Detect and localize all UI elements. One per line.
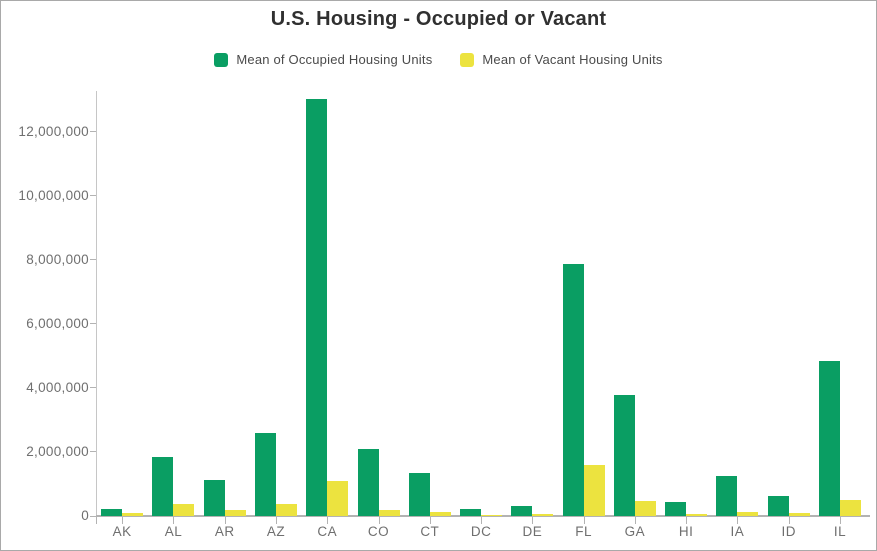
x-axis-label-de: DE xyxy=(522,524,543,539)
x-axis-tick xyxy=(481,517,483,524)
legend-label-occupied: Mean of Occupied Housing Units xyxy=(236,52,433,67)
bar-vacant-hi[interactable] xyxy=(686,513,708,516)
vacant-swatch-icon xyxy=(460,52,475,67)
bar-vacant-de[interactable] xyxy=(532,514,554,516)
x-axis-label-az: AZ xyxy=(266,524,286,539)
bar-vacant-ca[interactable] xyxy=(327,481,349,516)
x-axis-label-ga: GA xyxy=(624,524,646,539)
x-axis-origin-tick xyxy=(96,517,97,524)
x-axis-tick xyxy=(634,517,636,524)
y-axis-line xyxy=(96,91,97,524)
bar-vacant-il[interactable] xyxy=(839,500,861,516)
bar-occupied-dc[interactable] xyxy=(460,508,482,516)
bar-vacant-fl[interactable] xyxy=(583,465,605,516)
x-axis-label-co: CO xyxy=(367,524,390,539)
y-axis-tick xyxy=(90,323,96,325)
bar-occupied-ar[interactable] xyxy=(203,480,225,516)
bar-occupied-ca[interactable] xyxy=(306,99,328,516)
x-axis-tick xyxy=(839,517,841,524)
bar-occupied-de[interactable] xyxy=(511,505,533,516)
bar-vacant-co[interactable] xyxy=(378,509,400,516)
bar-occupied-ak[interactable] xyxy=(101,508,123,516)
bar-vacant-ct[interactable] xyxy=(429,512,451,516)
legend-item-occupied[interactable]: Mean of Occupied Housing Units xyxy=(214,52,432,67)
bar-occupied-ct[interactable] xyxy=(408,472,430,516)
bar-occupied-hi[interactable] xyxy=(665,502,687,516)
x-axis-tick xyxy=(788,517,790,524)
x-axis-label-dc: DC xyxy=(470,524,492,539)
y-axis-tick xyxy=(90,515,96,517)
x-axis-label-al: AL xyxy=(164,524,183,539)
bar-vacant-ga[interactable] xyxy=(634,500,656,516)
y-axis-tick xyxy=(90,387,96,389)
x-axis-tick xyxy=(327,517,329,524)
x-axis-label-fl: FL xyxy=(575,524,592,539)
x-axis-label-il: IL xyxy=(833,524,847,539)
y-axis-tick-label: 12,000,000 xyxy=(18,123,89,139)
bar-occupied-fl[interactable] xyxy=(562,264,584,516)
x-axis-label-ia: IA xyxy=(730,524,745,539)
y-axis-tick-label: 2,000,000 xyxy=(26,443,89,459)
x-axis-label-ak: AK xyxy=(112,524,132,539)
bar-vacant-al[interactable] xyxy=(173,504,195,516)
x-axis-tick xyxy=(276,517,277,524)
bar-vacant-dc[interactable] xyxy=(481,515,503,516)
bar-vacant-ar[interactable] xyxy=(224,509,246,516)
bar-vacant-az[interactable] xyxy=(276,504,297,516)
y-axis-tick-label: 10,000,000 xyxy=(18,187,89,203)
x-axis-tick xyxy=(173,517,175,524)
y-axis-tick xyxy=(90,451,96,453)
x-axis-label-id: ID xyxy=(781,524,796,539)
legend: Mean of Occupied Housing Units Mean of V… xyxy=(1,52,876,67)
occupied-swatch-icon xyxy=(214,52,229,67)
y-axis-tick xyxy=(90,195,96,197)
bar-occupied-az[interactable] xyxy=(255,433,276,516)
x-axis-tick xyxy=(686,517,688,524)
y-axis-tick xyxy=(90,259,96,261)
y-axis-tick-label: 6,000,000 xyxy=(26,315,89,331)
x-axis-label-hi: HI xyxy=(678,524,694,539)
bar-occupied-ia[interactable] xyxy=(716,475,738,516)
y-axis-tick xyxy=(90,131,96,133)
y-axis-tick-label: 0 xyxy=(81,508,89,523)
x-axis-label-ct: CT xyxy=(420,524,440,539)
x-axis-tick xyxy=(224,517,226,524)
x-axis-tick xyxy=(378,517,380,524)
x-axis-tick xyxy=(737,517,739,524)
bar-occupied-il[interactable] xyxy=(818,361,840,516)
bar-occupied-al[interactable] xyxy=(152,456,174,516)
y-axis-tick-label: 4,000,000 xyxy=(26,379,89,395)
legend-label-vacant: Mean of Vacant Housing Units xyxy=(482,52,663,67)
bar-occupied-ga[interactable] xyxy=(613,395,635,516)
chart-title: U.S. Housing - Occupied or Vacant xyxy=(270,8,607,30)
x-axis-label-ar: AR xyxy=(214,524,235,539)
x-axis-label-ca: CA xyxy=(317,524,338,539)
bar-occupied-id[interactable] xyxy=(767,496,789,516)
x-axis-line xyxy=(96,515,870,517)
x-axis-tick xyxy=(532,517,534,524)
y-axis-tick-label: 8,000,000 xyxy=(26,251,89,267)
x-axis-tick xyxy=(583,517,585,524)
bar-occupied-co[interactable] xyxy=(357,449,379,516)
bar-vacant-id[interactable] xyxy=(788,513,810,516)
legend-item-vacant[interactable]: Mean of Vacant Housing Units xyxy=(460,52,662,67)
bar-vacant-ia[interactable] xyxy=(737,512,759,516)
bar-vacant-ak[interactable] xyxy=(122,513,144,516)
x-axis-tick xyxy=(429,517,431,524)
x-axis-tick xyxy=(122,517,124,524)
